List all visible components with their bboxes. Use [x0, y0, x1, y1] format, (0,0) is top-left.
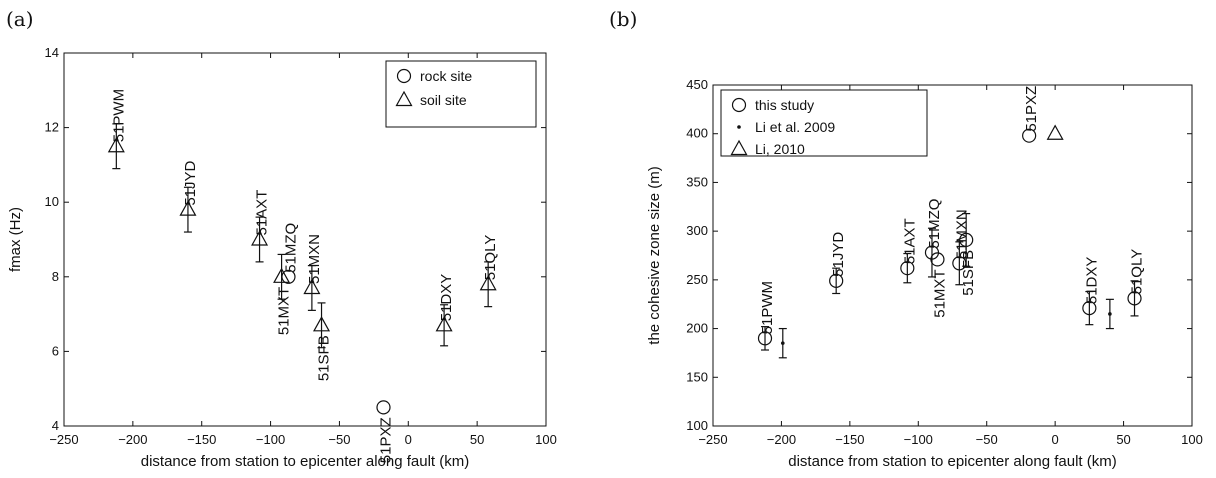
- legend-label: Li, 2010: [755, 141, 805, 157]
- x-tick-label: −200: [118, 432, 147, 447]
- legend-marker-triangle: [730, 139, 748, 156]
- data-point-triangle: [179, 200, 197, 216]
- legend-label: soil site: [420, 92, 467, 108]
- x-tick-label: 100: [1181, 432, 1203, 447]
- y-axis-title: fmax (Hz): [7, 207, 24, 272]
- y-tick-label: 400: [686, 126, 708, 141]
- station-label: 51PWM: [759, 281, 776, 334]
- station-label: 51QLY: [482, 235, 499, 281]
- data-point-triangle: [251, 230, 269, 246]
- x-axis-title: distance from station to epicenter along…: [141, 453, 470, 470]
- data-point-circle: [959, 232, 974, 248]
- x-axis-title: distance from station to epicenter along…: [788, 453, 1117, 470]
- panel-label: (a): [6, 7, 34, 31]
- x-tick-label: −250: [49, 432, 78, 447]
- legend-label: rock site: [420, 68, 472, 84]
- x-tick-label: −250: [698, 432, 727, 447]
- station-label: 51AXT: [254, 190, 271, 236]
- y-tick-label: 300: [686, 223, 708, 238]
- y-tick-label: 150: [686, 369, 708, 384]
- data-point-circle: [1127, 291, 1142, 306]
- station-label: 51MXT: [931, 269, 948, 317]
- legend-box: [720, 89, 928, 157]
- data-point-circle: [829, 273, 844, 288]
- panel-label: (b): [609, 7, 637, 31]
- data-point-triangle: [1046, 124, 1064, 140]
- station-label: 51MXT: [276, 287, 293, 335]
- data-point-circle: [1022, 128, 1037, 143]
- chart-panel-b: (b) −250 −200 −150 −100 −50 0 50 100 100 150 200 250…: [609, 7, 1203, 470]
- legend-marker-circle: [396, 68, 412, 84]
- legend: rock site soil site: [385, 60, 537, 128]
- x-tick-label: −50: [976, 432, 998, 447]
- station-label: 51MXN: [306, 234, 323, 284]
- data-point-triangle: [273, 267, 291, 283]
- y-tick-label: 14: [45, 45, 59, 60]
- y-tick-label: 6: [52, 343, 59, 358]
- x-tick-label: 50: [1116, 432, 1130, 447]
- legend: this study Li et al. 2009 Li, 2010: [720, 89, 928, 157]
- data-point-triangle: [107, 137, 125, 153]
- y-tick-label: 4: [52, 418, 59, 433]
- data-point-dot: [780, 341, 785, 345]
- station-label: 51JYD: [830, 232, 847, 277]
- legend-marker-circle: [731, 97, 747, 113]
- station-label: 51PWM: [110, 89, 127, 142]
- x-tick-label: 100: [535, 432, 557, 447]
- legend-box: [385, 60, 537, 128]
- data-point-circle: [1082, 301, 1097, 316]
- x-tick-label: 0: [1052, 432, 1059, 447]
- station-label: 51QLY: [1129, 249, 1146, 295]
- data-point-circle: [757, 331, 773, 346]
- station-label: 51DXY: [438, 274, 455, 322]
- station-label: 51PXZ: [1023, 86, 1040, 132]
- station-label: 51AXT: [901, 218, 918, 264]
- station-label: 51PXZ: [377, 417, 394, 463]
- station-label: 51MZQ: [926, 199, 943, 249]
- y-tick-label: 450: [686, 77, 708, 92]
- plot-frame: [712, 84, 1193, 427]
- x-tick-label: −150: [187, 432, 216, 447]
- x-tick-label: −50: [328, 432, 350, 447]
- y-tick-label: 12: [45, 120, 59, 135]
- station-label: 51JYD: [182, 160, 199, 205]
- station-label: 51SFB: [316, 335, 333, 381]
- data-point-dot: [1108, 312, 1112, 316]
- chart-panel-a: (a) −250 −200 −150 −100 −50 0 50 100 4 6 8 10 12 14 dis…: [6, 7, 557, 470]
- x-tick-label: −150: [835, 432, 864, 447]
- station-label: 51SFB: [960, 250, 977, 296]
- y-tick-label: 8: [52, 269, 59, 284]
- legend-label: Li et al. 2009: [755, 119, 835, 135]
- y-tick-label: 10: [45, 194, 59, 209]
- legend-label: this study: [755, 97, 814, 113]
- x-tick-label: 50: [470, 432, 484, 447]
- x-tick-label: −100: [904, 432, 933, 447]
- data-point-triangle: [435, 316, 453, 332]
- data-point-circle: [281, 269, 296, 284]
- x-tick-label: 0: [405, 432, 412, 447]
- x-tick-label: −100: [256, 432, 285, 447]
- plot-frame: [63, 52, 547, 427]
- y-tick-label: 250: [686, 272, 708, 287]
- data-point-circle: [376, 400, 391, 415]
- x-tick-label: −200: [767, 432, 796, 447]
- data-point-triangle: [479, 275, 497, 291]
- y-axis-title: the cohesive zone size (m): [646, 166, 663, 344]
- y-tick-label: 350: [686, 174, 708, 189]
- y-tick-label: 100: [686, 418, 708, 433]
- legend-marker-dot: [737, 125, 741, 129]
- data-point-circle: [900, 261, 915, 276]
- station-label: 51MZQ: [282, 223, 299, 273]
- data-point-triangle: [313, 316, 331, 332]
- data-point-triangle: [303, 278, 321, 295]
- y-tick-label: 200: [686, 321, 708, 336]
- station-label: 51DXY: [1083, 257, 1100, 305]
- legend-marker-triangle: [395, 90, 413, 107]
- data-point-circle: [930, 252, 945, 267]
